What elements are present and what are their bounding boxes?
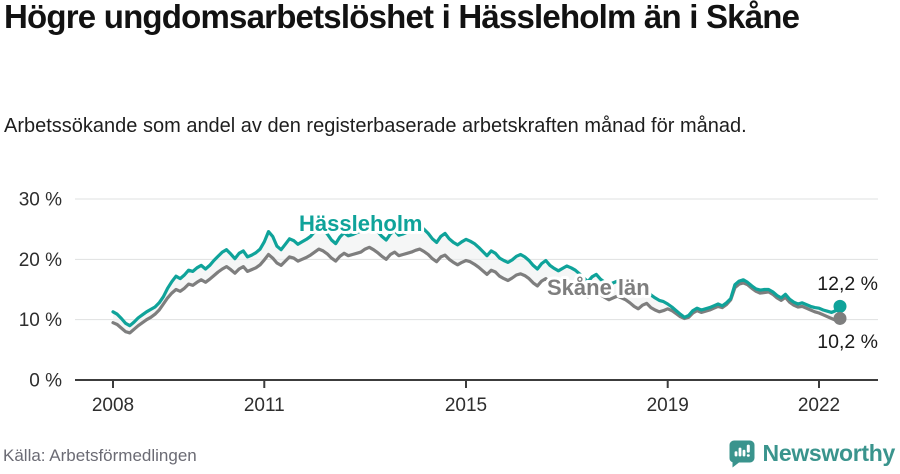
chart-subtitle: Arbetssökande som andel av den registerb… [4, 115, 747, 137]
x-tick-label: 2008 [92, 395, 134, 416]
hassleholm-series-label: Hässleholm [299, 211, 423, 236]
x-tick-label: 2019 [647, 395, 689, 416]
unemployment-line-chart: 0 % 10 % 20 % 30 % 2008 2011 2015 2019 2022 Häs… [19, 190, 878, 416]
y-axis-labels: 0 % 10 % 20 % 30 % [19, 190, 62, 392]
y-tick-label: 0 % [29, 371, 62, 392]
y-tick-label: 10 % [19, 310, 62, 331]
x-tick-label: 2022 [798, 395, 840, 416]
newsworthy-brand-text: Newsworthy [762, 440, 896, 466]
newsworthy-logo-icon [729, 440, 755, 468]
skane-end-value-label: 10,2 % [817, 331, 878, 353]
hassleholm-end-dot [833, 299, 847, 313]
between-series-band [113, 224, 840, 333]
hassleholm-line-series [111, 222, 842, 328]
y-tick-label: 20 % [19, 250, 62, 271]
logo-bar-chart-glyph [734, 444, 750, 457]
x-tick-label: 2015 [445, 395, 487, 416]
hassleholm-end-value-label: 12,2 % [817, 273, 878, 295]
y-tick-label: 30 % [19, 190, 62, 211]
skane-line-series [111, 245, 842, 335]
source-attribution: Källa: Arbetsförmedlingen [3, 446, 197, 465]
page-title: Högre ungdomsarbetslöshet i Hässleholm ä… [4, 0, 800, 35]
x-tick-label: 2011 [244, 395, 285, 416]
skane-series-label: Skåne län [547, 275, 650, 300]
x-axis: 2008 2011 2015 2019 2022 [92, 380, 840, 416]
newsworthy-brand: Newsworthy [727, 439, 895, 468]
skane-end-dot [833, 311, 847, 325]
